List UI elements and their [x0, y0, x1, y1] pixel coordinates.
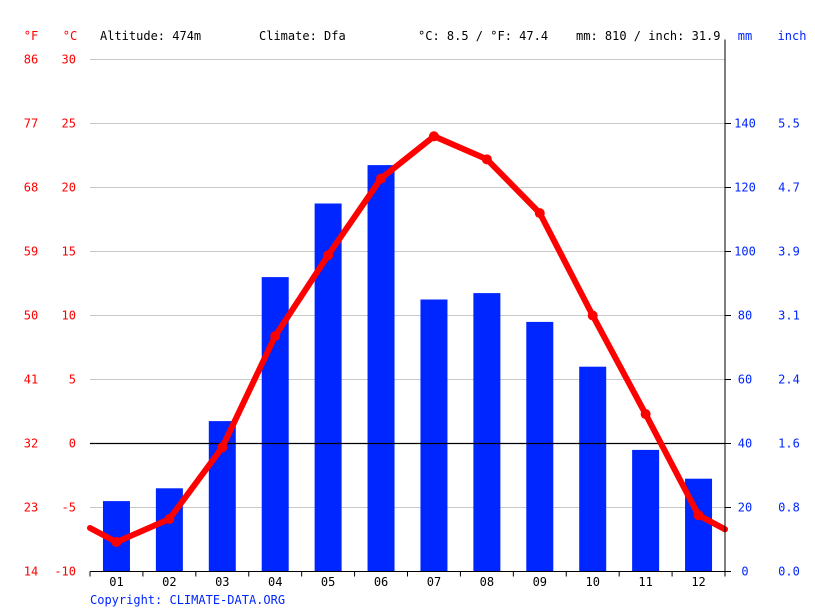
celsius-tick-label: -10	[54, 565, 76, 579]
inch-tick-label: 5.5	[778, 117, 800, 131]
celsius-tick-label: 15	[62, 245, 76, 259]
fahrenheit-tick-label: 50	[24, 309, 38, 323]
temperature-point	[323, 250, 334, 261]
temperature-point	[164, 514, 175, 525]
precipitation-bar	[579, 366, 607, 572]
fahrenheit-tick-label: 86	[24, 53, 38, 67]
month-label: 12	[691, 575, 705, 589]
precipitation-bars	[102, 165, 713, 572]
inch-tick-label: 1.6	[778, 437, 800, 451]
precipitation-total-label: mm: 810 / inch: 31.9	[576, 29, 721, 43]
inch-tick-label: 3.9	[778, 245, 800, 259]
celsius-tick-label: 25	[62, 117, 76, 131]
month-label: 09	[533, 575, 547, 589]
inch-tick-label: 3.1	[778, 309, 800, 323]
copyright-label: Copyright: CLIMATE-DATA.ORG	[90, 593, 285, 607]
fahrenheit-tick-label: 41	[24, 373, 38, 387]
altitude-label: Altitude: 474m	[100, 29, 201, 43]
temperature-point	[217, 442, 228, 453]
celsius-tick-label: 30	[62, 53, 76, 67]
month-label: 05	[321, 575, 335, 589]
fahrenheit-unit-label: °F	[24, 29, 38, 43]
mm-tick-label: 40	[738, 437, 752, 451]
month-label: 04	[268, 575, 282, 589]
inch-tick-label: 0.0	[778, 565, 800, 579]
mm-tick-label: 0	[741, 565, 748, 579]
temperature-point	[376, 173, 387, 184]
mm-tick-label: 100	[734, 245, 756, 259]
month-label: 10	[585, 575, 599, 589]
temperature-point	[270, 330, 281, 341]
fahrenheit-tick-label: 32	[24, 437, 38, 451]
celsius-tick-label: 10	[62, 309, 76, 323]
precipitation-bar	[632, 449, 660, 572]
climate-label: Climate: Dfa	[259, 29, 346, 43]
mm-tick-label: 80	[738, 309, 752, 323]
month-label: 11	[638, 575, 652, 589]
inch-tick-label: 2.4	[778, 373, 800, 387]
mm-unit-label: mm	[738, 29, 752, 43]
celsius-unit-label: °C	[63, 29, 77, 43]
fahrenheit-tick-label: 14	[24, 565, 38, 579]
month-label: 08	[480, 575, 494, 589]
inch-unit-label: inch	[778, 29, 807, 43]
fahrenheit-tick-label: 77	[24, 117, 38, 131]
temperature-point	[587, 310, 598, 321]
inch-tick-label: 0.8	[778, 501, 800, 515]
temperature-point	[534, 208, 545, 219]
temperature-point	[481, 154, 492, 165]
axis-layer	[89, 39, 731, 577]
temperature-average-label: °C: 8.5 / °F: 47.4	[418, 29, 548, 43]
precipitation-bar	[420, 299, 448, 572]
temperature-point	[693, 510, 704, 521]
grid-layer	[90, 59, 725, 508]
month-label: 01	[109, 575, 123, 589]
temperature-point	[428, 131, 439, 142]
temperature-point	[111, 537, 122, 548]
celsius-tick-label: -5	[62, 501, 76, 515]
precipitation-bar	[155, 488, 183, 572]
precipitation-bar	[473, 293, 501, 572]
month-label: 02	[162, 575, 176, 589]
month-label: 03	[215, 575, 229, 589]
celsius-tick-label: 5	[69, 373, 76, 387]
fahrenheit-tick-label: 59	[24, 245, 38, 259]
inch-tick-label: 4.7	[778, 181, 800, 195]
month-label: 06	[374, 575, 388, 589]
mm-tick-label: 120	[734, 181, 756, 195]
mm-tick-label: 60	[738, 373, 752, 387]
temperature-line-layer	[87, 131, 728, 548]
celsius-tick-label: 0	[69, 437, 76, 451]
fahrenheit-tick-label: 23	[24, 501, 38, 515]
fahrenheit-tick-label: 68	[24, 181, 38, 195]
month-label: 07	[427, 575, 441, 589]
temperature-point	[640, 409, 651, 420]
temperature-line	[87, 133, 728, 546]
celsius-tick-label: 20	[62, 181, 76, 195]
mm-tick-label: 140	[734, 117, 756, 131]
mm-tick-label: 20	[738, 501, 752, 515]
precipitation-bar	[526, 321, 554, 572]
precipitation-bar	[367, 165, 395, 572]
